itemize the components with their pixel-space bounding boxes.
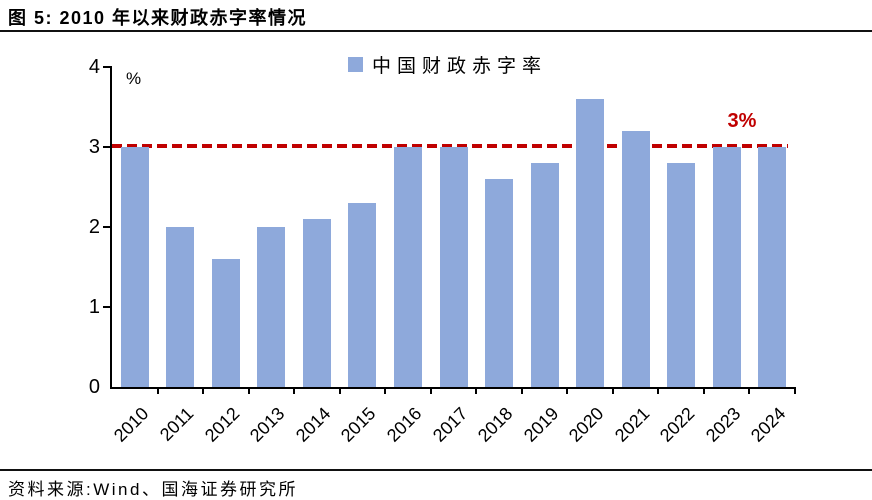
legend-label: 中国财政赤字率 [372,56,548,77]
bar-2015 [348,203,377,387]
y-tick-mark-2 [103,226,112,228]
title-divider [0,30,872,32]
bar-2014 [302,219,331,387]
x-tick-mark-4 [293,387,296,394]
bar-2017 [439,147,468,387]
bar-2010 [120,147,149,387]
x-tick-mark-6 [384,387,387,394]
chart-legend: 中国财政赤字率 [348,51,547,78]
bar-2020 [576,99,605,387]
x-tick-mark-8 [475,387,478,394]
x-tick-mark-2 [202,387,205,394]
x-tick-mark-15 [794,387,796,394]
bar-2011 [166,227,195,387]
x-tick-mark-1 [156,387,159,394]
x-tick-mark-14 [748,387,751,394]
x-tick-mark-11 [611,387,614,394]
y-tick-label-2: 2 [88,216,100,238]
bar-2012 [211,259,240,387]
legend-swatch-icon [348,57,363,72]
y-tick-label-0: 0 [88,376,100,398]
source-note: 资料来源:Wind、国海证券研究所 [8,480,298,499]
y-tick-label-3: 3 [88,136,100,158]
x-tick-mark-13 [702,387,705,394]
y-tick-mark-4 [103,66,112,68]
x-axis [110,387,796,389]
reference-line-label: 3% [727,110,757,132]
bar-2023 [712,147,741,387]
x-tick-mark-3 [247,387,250,394]
x-tick-mark-10 [566,387,569,394]
reference-line-3pct [112,144,788,148]
x-tick-mark-7 [429,387,432,394]
y-axis-unit-label: % [126,69,142,88]
footer-divider [0,469,872,471]
bar-2016 [393,147,422,387]
bar-2021 [621,131,650,387]
x-tick-mark-9 [520,387,523,394]
bar-2019 [530,163,559,387]
y-tick-label-1: 1 [88,296,100,318]
y-tick-label-4: 4 [88,56,100,78]
bar-2022 [667,163,696,387]
figure-title: 图 5: 2010 年以来财政赤字率情况 [8,8,308,28]
bar-2024 [758,147,787,387]
bar-2013 [257,227,286,387]
y-tick-mark-1 [103,306,112,308]
y-tick-mark-3 [103,146,112,148]
x-tick-mark-5 [338,387,341,394]
bar-2018 [485,179,514,387]
x-tick-mark-12 [657,387,660,394]
